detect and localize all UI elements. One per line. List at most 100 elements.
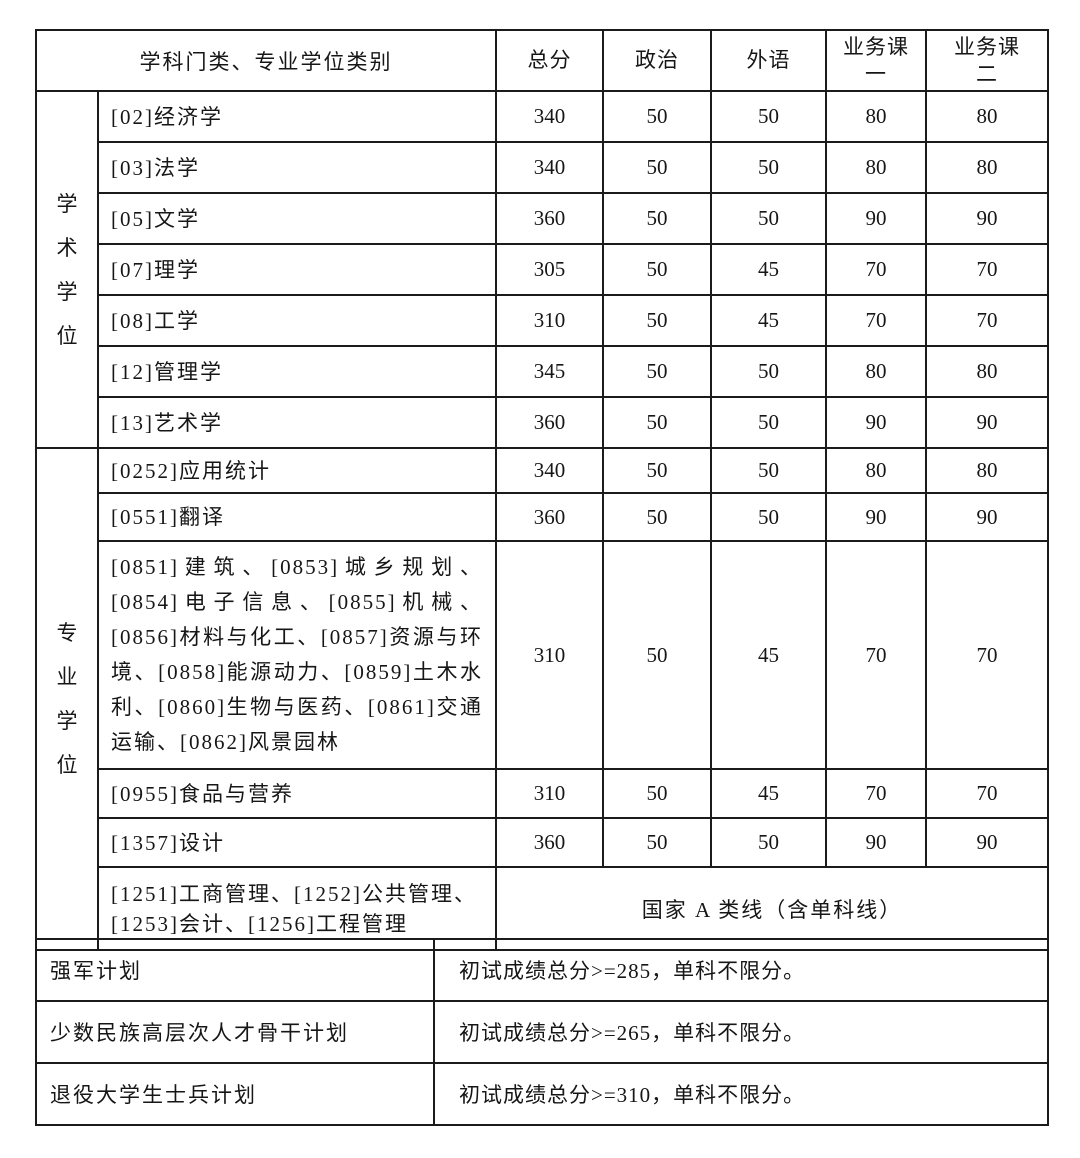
score-cell: 50 [710,396,827,449]
table-row: 学 术 学 位 [02]经济学 340 50 50 80 80 [35,90,1049,449]
table-row: [12]管理学 345 50 50 80 80 [36,345,1049,398]
score-cell: 50 [602,141,712,194]
plan-requirement: 初试成绩总分>=285，单科不限分。 [433,938,1049,1002]
row-label: [0551]翻译 [97,492,497,542]
score-cell: 305 [495,243,604,296]
score-cell: 310 [495,768,604,819]
group-label-academic-degree: 学 术 学 位 [35,90,99,449]
score-cell: 70 [825,540,927,770]
score-cell: 50 [602,768,712,819]
score-cell: 90 [925,192,1049,245]
score-cell: 80 [925,447,1049,494]
score-cell: 90 [825,192,927,245]
score-cell: 70 [825,294,927,347]
table-row: [13]艺术学 360 50 50 90 90 [36,396,1049,449]
score-cell: 50 [602,492,712,542]
score-cell: 50 [602,90,712,143]
header-row: 学科门类、专业学位类别 总分 政治 外语 业务课 一 业务课 二 [35,29,1049,92]
score-cell: 50 [710,141,827,194]
score-cell: 50 [710,345,827,398]
score-cell: 50 [602,540,712,770]
score-cell: 50 [602,345,712,398]
score-cell: 50 [710,90,827,143]
row-label: [0955]食品与营养 [97,768,497,819]
row-label: [05]文学 [97,192,497,245]
score-cell: 50 [710,192,827,245]
score-cell: 50 [710,492,827,542]
score-line-table: 学科门类、专业学位类别 总分 政治 外语 业务课 一 业务课 二 学 术 学 位… [35,29,1049,951]
plan-requirement: 初试成绩总分>=310，单科不限分。 [433,1062,1049,1126]
table-row: [1357]设计 360 50 50 90 90 [36,817,1049,868]
row-label: [0252]应用统计 [97,447,497,494]
score-cell: 80 [825,447,927,494]
row-label: [1357]设计 [97,817,497,868]
score-cell: 90 [925,396,1049,449]
column-header-total: 总分 [495,29,604,92]
score-cell: 45 [710,540,827,770]
score-cell: 90 [825,396,927,449]
score-cell: 310 [495,540,604,770]
plan-label: 退役大学生士兵计划 [35,1062,435,1126]
column-header-politics: 政治 [602,29,712,92]
group-label-professional-degree: 专 业 学 位 [35,447,99,951]
score-cell: 80 [925,345,1049,398]
row-label: [12]管理学 [97,345,497,398]
score-cell: 80 [825,141,927,194]
plan-label: 强军计划 [35,938,435,1002]
score-cell: 90 [825,492,927,542]
score-cell: 50 [602,817,712,868]
score-cell: 50 [602,447,712,494]
column-header-foreign-language: 外语 [710,29,827,92]
score-cell: 345 [495,345,604,398]
column-header-major-course-1: 业务课 一 [825,29,927,92]
table-row: [08]工学 310 50 45 70 70 [36,294,1049,347]
row-label: [02]经济学 [97,90,497,143]
score-cell: 50 [602,294,712,347]
score-cell: 360 [495,492,604,542]
score-cell: 90 [825,817,927,868]
table-row: [0955]食品与营养 310 50 45 70 70 [36,768,1049,819]
plan-requirement: 初试成绩总分>=265，单科不限分。 [433,1000,1049,1064]
table-row: 专 业 学 位 [0252]应用统计 340 50 50 80 80 [35,447,1049,951]
score-cell: 70 [925,540,1049,770]
score-cell: 80 [825,90,927,143]
score-cell: 50 [602,396,712,449]
score-cell: 90 [925,817,1049,868]
table-row: [03]法学 340 50 50 80 80 [36,141,1049,194]
row-label: [03]法学 [97,141,497,194]
score-cell: 90 [925,492,1049,542]
table-row: 少数民族高层次人才骨干计划 初试成绩总分>=265，单科不限分。 [35,1000,1049,1064]
table-row: [05]文学 360 50 50 90 90 [36,192,1049,245]
score-cell: 70 [925,768,1049,819]
score-cell: 340 [495,90,604,143]
special-plans-table: 强军计划 初试成绩总分>=285，单科不限分。 少数民族高层次人才骨干计划 初试… [35,938,1049,1126]
row-label: [07]理学 [97,243,497,296]
score-cell: 360 [495,192,604,245]
score-cell: 45 [710,294,827,347]
score-cell: 310 [495,294,604,347]
score-cell: 45 [710,768,827,819]
column-header-major-course-2: 业务课 二 [925,29,1049,92]
category-header: 学科门类、专业学位类别 [35,29,497,92]
score-cell: 50 [602,243,712,296]
table-row: [0851]建筑、[0853]城乡规划、[0854]电子信息、[0855]机械、… [36,540,1049,770]
score-cell: 45 [710,243,827,296]
row-label: [13]艺术学 [97,396,497,449]
table-row: 退役大学生士兵计划 初试成绩总分>=310，单科不限分。 [35,1062,1049,1126]
score-cell: 340 [495,447,604,494]
score-cell: 50 [710,817,827,868]
table-row: [07]理学 305 50 45 70 70 [36,243,1049,296]
score-cell: 80 [825,345,927,398]
score-cell: 80 [925,141,1049,194]
score-cell: 70 [825,243,927,296]
row-label-engineering-group: [0851]建筑、[0853]城乡规划、[0854]电子信息、[0855]机械、… [97,540,497,770]
score-cell: 70 [825,768,927,819]
score-cell: 50 [710,447,827,494]
row-label: [08]工学 [97,294,497,347]
table-row: 强军计划 初试成绩总分>=285，单科不限分。 [35,938,1049,1002]
score-cell: 70 [925,294,1049,347]
score-cell: 360 [495,817,604,868]
score-cell: 70 [925,243,1049,296]
score-cell: 50 [602,192,712,245]
